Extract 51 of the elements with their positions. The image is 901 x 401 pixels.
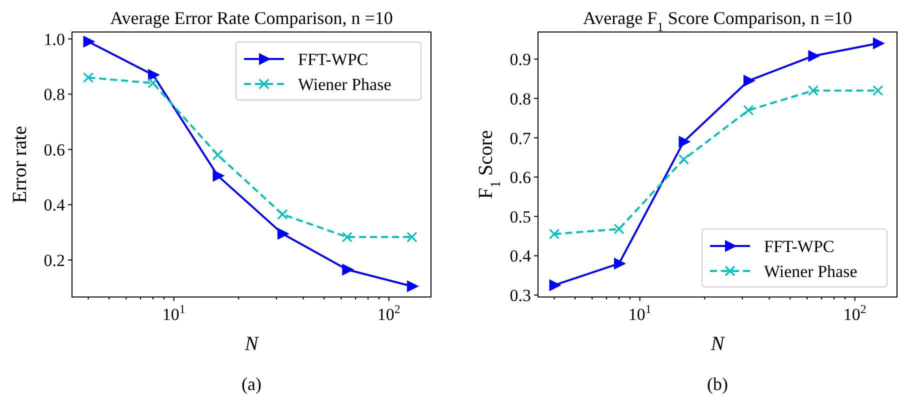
- point: [342, 264, 354, 276]
- y-tick-label: 0.4: [510, 246, 532, 266]
- y-tick-label: 0.6: [510, 168, 531, 188]
- y-tick-label: 0.7: [510, 128, 532, 148]
- point: [678, 136, 691, 148]
- point: [548, 228, 560, 240]
- y-tick-label: 0.9: [510, 50, 531, 70]
- point: [83, 36, 96, 48]
- x-tick-label: 10$^{2}$: [377, 302, 400, 324]
- legend-label: FFT-WPC: [764, 237, 834, 256]
- text: (a): [242, 374, 262, 394]
- chart-title: Average F$_{1}$ Score Comparison, n =10: [582, 8, 852, 34]
- point: [872, 85, 884, 96]
- x-tick-label: 10$^{1}$: [628, 302, 652, 324]
- point: [212, 150, 224, 160]
- y-tick-label: 0.2: [44, 250, 65, 270]
- x-tick-label: 10$^{1}$: [162, 302, 186, 324]
- point: [808, 85, 818, 96]
- y-tick-label: 0.8: [510, 89, 531, 108]
- point: [614, 224, 624, 234]
- y-tick-label: 0.5: [510, 207, 531, 226]
- point: [743, 104, 754, 116]
- point: [406, 232, 418, 242]
- legend-label: Wiener Phase: [298, 75, 392, 94]
- x-tick-label: 10$^{2}$: [843, 302, 866, 324]
- point: [808, 50, 820, 62]
- y-axis-title: Error rate: [9, 126, 31, 204]
- y-tick-label: 0.3: [510, 286, 531, 306]
- x-axis-title: N: [710, 333, 726, 355]
- point: [678, 154, 690, 165]
- y-tick-label: 0.4: [44, 196, 66, 215]
- point: [743, 74, 756, 87]
- point: [212, 170, 225, 182]
- point: [277, 228, 290, 240]
- point: [872, 37, 885, 50]
- point: [406, 280, 419, 292]
- point: [148, 68, 160, 81]
- point: [614, 258, 626, 270]
- point: [549, 279, 562, 292]
- point: [82, 72, 94, 83]
- x-axis-title: N: [244, 333, 260, 355]
- point: [277, 209, 288, 220]
- y-tick-label: 0.8: [44, 85, 65, 104]
- chart-title: Average Error Rate Comparison, n =10: [110, 8, 393, 28]
- legend-label: FFT-WPC: [298, 50, 368, 69]
- text: (b): [707, 374, 728, 394]
- y-tick-label: 1.0: [44, 30, 65, 49]
- point: [342, 232, 352, 242]
- legend-label: Wiener Phase: [764, 262, 858, 281]
- y-tick-label: 0.6: [44, 140, 65, 160]
- point: [148, 78, 158, 88]
